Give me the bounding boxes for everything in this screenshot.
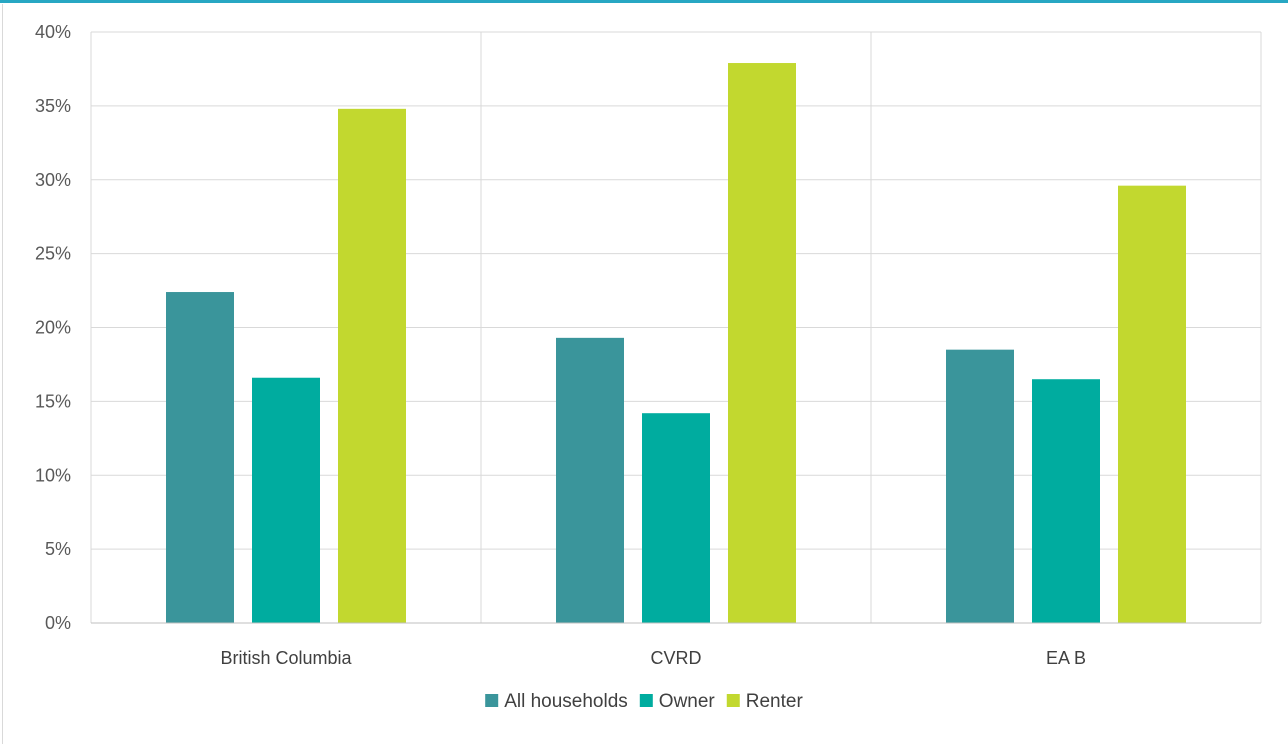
bar-all-households xyxy=(946,349,1014,623)
y-tick-label: 35% xyxy=(35,96,71,116)
legend-label: Owner xyxy=(659,691,716,712)
x-category-label: EA B xyxy=(1046,648,1086,668)
bar-all-households xyxy=(556,337,624,623)
bar-owner xyxy=(642,413,710,623)
x-category-label: British Columbia xyxy=(220,648,352,668)
bar-all-households xyxy=(166,292,234,623)
bar-renter xyxy=(338,108,406,623)
bar-owner xyxy=(252,377,320,623)
legend-swatch xyxy=(639,694,653,707)
y-tick-label: 40% xyxy=(35,22,71,42)
bar-owner xyxy=(1032,379,1100,623)
y-tick-label: 0% xyxy=(45,613,71,633)
legend-swatch xyxy=(726,694,740,707)
frame-left-border xyxy=(2,4,3,744)
y-tick-label: 15% xyxy=(35,391,71,411)
legend-swatch xyxy=(485,694,499,707)
legend-label: All households xyxy=(504,691,628,712)
y-tick-label: 10% xyxy=(35,465,71,485)
x-category-label: CVRD xyxy=(650,648,701,668)
y-tick-label: 20% xyxy=(35,318,71,338)
y-tick-label: 5% xyxy=(45,539,71,559)
bar-renter xyxy=(1118,185,1186,623)
y-tick-label: 30% xyxy=(35,170,71,190)
legend-label: Renter xyxy=(746,691,804,712)
y-tick-label: 25% xyxy=(35,244,71,264)
top-strip xyxy=(0,0,1288,4)
bar-renter xyxy=(728,63,796,623)
